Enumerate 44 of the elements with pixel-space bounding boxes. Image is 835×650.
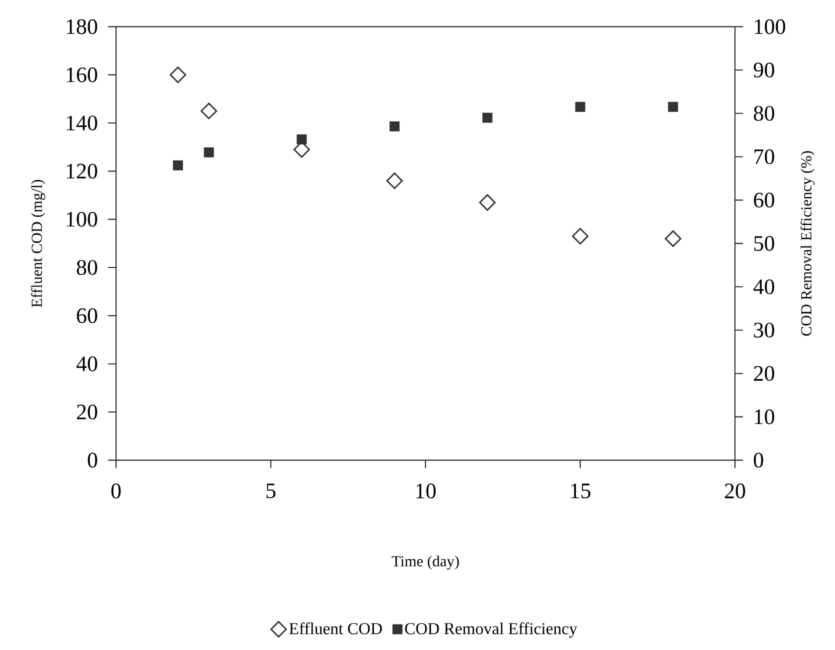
x-tick-label: 15: [571, 483, 590, 498]
y2-tick-label: 90: [754, 62, 774, 78]
y-axis-title: Effluent COD (mg/l): [31, 180, 46, 308]
y-tick-label: 0: [88, 452, 98, 468]
y2-tick-label: 0: [754, 452, 764, 468]
x-tick-label: 20: [724, 483, 746, 498]
point: [386, 172, 403, 189]
point: [664, 230, 682, 247]
point: [572, 228, 589, 244]
point: [172, 160, 183, 170]
y-tick-label: 80: [76, 260, 98, 275]
y-tick-label: 60: [76, 308, 98, 323]
y2-tick-label: 30: [754, 322, 774, 338]
y2-tick-label: 60: [754, 192, 774, 208]
legend-label: COD Removal Efficiency: [405, 622, 578, 638]
y-tick-label: 20: [76, 404, 98, 420]
y-tick-label: 100: [66, 212, 98, 227]
y-tick-label: 140: [66, 115, 98, 130]
x-tick-label: 5: [266, 483, 276, 498]
y2-tick-label: 20: [754, 366, 774, 381]
point: [296, 134, 307, 144]
y-tick-label: 160: [66, 67, 98, 82]
point: [479, 194, 496, 211]
y-tick-label: 180: [66, 19, 98, 34]
x-axis-title: Time (day): [392, 555, 459, 570]
point: [668, 102, 678, 112]
y-tick-label: 120: [66, 164, 98, 178]
y2-tick-label: 40: [753, 279, 774, 294]
y2-tick-label: 10: [754, 409, 774, 424]
y2-axis-title: COD Removal Efficiency (%): [800, 151, 815, 336]
point: [170, 66, 186, 83]
x-tick-label: 0: [111, 483, 121, 498]
point: [204, 147, 214, 158]
y2-tick-label: 50: [754, 236, 774, 251]
legend-label: Effluent COD: [289, 622, 382, 634]
point: [575, 102, 586, 112]
x-tick-label: 10: [416, 483, 436, 498]
y2-tick-label: 70: [754, 149, 774, 164]
y2-tick-label: 100: [754, 19, 786, 34]
y-tick-label: 40: [76, 356, 98, 372]
point: [200, 102, 218, 120]
point: [482, 112, 492, 123]
point: [390, 121, 400, 132]
y2-tick-label: 80: [754, 106, 774, 121]
